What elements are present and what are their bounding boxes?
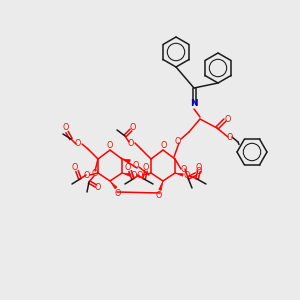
Text: O: O <box>72 164 78 172</box>
Text: N: N <box>190 100 198 109</box>
Text: O: O <box>130 122 136 131</box>
Text: O: O <box>143 164 149 172</box>
Polygon shape <box>175 173 183 176</box>
Text: O: O <box>75 140 81 148</box>
Polygon shape <box>110 181 117 189</box>
Text: O: O <box>175 136 181 146</box>
Text: O: O <box>184 170 190 179</box>
Text: O: O <box>95 182 101 191</box>
Text: O: O <box>196 164 202 172</box>
Text: O: O <box>227 133 233 142</box>
Text: O: O <box>115 190 121 199</box>
Text: O: O <box>92 169 98 178</box>
Text: O: O <box>156 190 162 200</box>
Text: O: O <box>131 170 137 179</box>
Text: O: O <box>125 164 131 172</box>
Polygon shape <box>159 181 163 190</box>
Text: O: O <box>137 170 143 179</box>
Text: O: O <box>107 142 113 151</box>
Text: O: O <box>196 167 202 176</box>
Text: O: O <box>181 164 187 173</box>
Polygon shape <box>122 173 130 176</box>
Text: O: O <box>225 115 231 124</box>
Polygon shape <box>122 159 130 162</box>
Text: O: O <box>128 139 134 148</box>
Text: O: O <box>84 170 90 179</box>
Text: O: O <box>133 161 139 170</box>
Text: O: O <box>161 142 167 151</box>
Text: O: O <box>63 124 69 133</box>
